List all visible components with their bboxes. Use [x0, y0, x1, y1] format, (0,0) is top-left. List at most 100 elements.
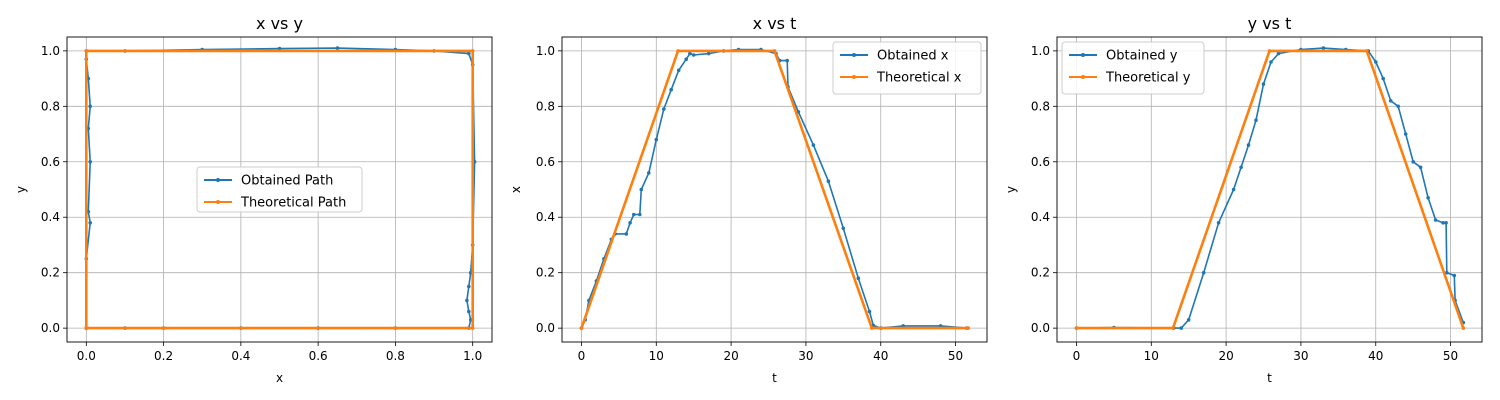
data-point [1461, 326, 1466, 330]
data-point [867, 309, 872, 314]
legend-marker [216, 178, 220, 182]
data-point [624, 232, 629, 236]
data-point [1396, 104, 1400, 109]
y-tick-label: 0.6 [41, 155, 60, 169]
data-point [654, 137, 659, 142]
data-point [335, 46, 340, 50]
data-point [1365, 49, 1369, 53]
data-point [1231, 187, 1236, 192]
y-tick-label: 0.4 [1031, 210, 1050, 224]
data-point [684, 57, 688, 61]
data-point [1388, 99, 1393, 103]
data-point [1074, 326, 1079, 330]
x-tick-label: 0.2 [154, 349, 173, 363]
x-tick-label: 20 [1218, 349, 1233, 363]
x-tick-label: 50 [948, 349, 963, 363]
data-point [1261, 82, 1266, 86]
x-tick-label: 0.4 [231, 349, 250, 363]
data-point [647, 171, 651, 175]
legend-label: Obtained Path [241, 174, 333, 189]
x-tick-label: 10 [649, 349, 664, 363]
y-tick-label: 0.0 [41, 321, 60, 335]
data-point [1171, 326, 1175, 330]
data-point [966, 326, 971, 330]
x-axis-label: t [1267, 371, 1272, 385]
legend: Obtained y Theoretical y [1061, 41, 1205, 95]
data-point [1445, 270, 1449, 275]
data-point [638, 212, 642, 217]
data-point [628, 221, 632, 225]
x-tick-label: 1.0 [463, 349, 482, 363]
data-point [669, 87, 673, 92]
y-tick-label: 0.4 [536, 210, 555, 224]
legend-label: Obtained x [877, 49, 949, 64]
data-point [1381, 76, 1385, 81]
y-axis-label: y [1004, 186, 1018, 193]
x-tick-label: 30 [798, 349, 813, 363]
data-point [277, 46, 282, 51]
legend-marker [1081, 75, 1085, 79]
data-point [662, 107, 666, 111]
legend: Obtained Path Theoretical Path [196, 166, 363, 213]
data-point [870, 326, 874, 330]
x-tick-label: 50 [1443, 349, 1458, 363]
y-tick-label: 0.8 [41, 99, 60, 113]
data-point [465, 298, 469, 303]
data-point [639, 187, 644, 192]
legend-marker [1081, 53, 1085, 57]
chart-panel-3: 0 10 20 30 40 50 0.0 0.2 0.4 0.6 0.8 1.0 y vs t t y Obt… [1004, 14, 1483, 385]
legend-box [1061, 41, 1205, 95]
data-point [1418, 165, 1423, 170]
legend: Obtained x Theoretical x [832, 41, 982, 95]
data-point [1444, 221, 1448, 225]
x-tick-label: 30 [1293, 349, 1308, 363]
x-tick-label: 10 [1144, 349, 1159, 363]
data-point [1433, 218, 1438, 222]
y-tick-label: 0.0 [1031, 321, 1050, 335]
data-point [1186, 318, 1191, 322]
y-tick-label: 1.0 [536, 44, 555, 58]
data-point [1254, 118, 1258, 122]
y-tick-label: 0.2 [536, 266, 555, 280]
chart-title: y vs t [1248, 14, 1292, 33]
y-tick-label: 0.6 [536, 155, 555, 169]
y-axis-label: y [14, 186, 28, 193]
y-tick-label: 1.0 [41, 44, 60, 58]
x-tick-label: 0.8 [386, 349, 405, 363]
legend-box [832, 41, 982, 95]
data-point [1269, 60, 1273, 64]
data-point [579, 326, 584, 330]
data-point [1276, 51, 1281, 56]
x-tick-label: 40 [1368, 349, 1383, 363]
data-point [1374, 60, 1378, 64]
axes-frame [66, 36, 493, 343]
y-axis-label: x [509, 186, 523, 193]
y-tick-label: 0.6 [1031, 155, 1050, 169]
data-point [1411, 160, 1415, 164]
data-point [1452, 273, 1457, 278]
data-point [632, 212, 636, 217]
legend-label: Theoretical x [876, 71, 962, 86]
data-point [785, 58, 789, 63]
x-tick-label: 40 [873, 349, 888, 363]
data-point [676, 49, 680, 53]
data-point [706, 51, 711, 56]
data-point [88, 104, 92, 109]
legend-box [196, 166, 363, 213]
y-tick-label: 0.2 [41, 266, 60, 280]
data-point [1201, 270, 1206, 275]
chart-panel-1: 0.0 0.2 0.4 0.6 0.8 1.0 0.0 0.2 0.4 0.6 0.8 1.0 x vs… [14, 14, 493, 385]
data-point [467, 51, 471, 56]
x-axis-label: t [772, 371, 777, 385]
data-point [88, 160, 92, 164]
x-tick-label: 0.0 [77, 349, 96, 363]
data-point [1267, 49, 1272, 53]
x-tick-label: 20 [723, 349, 738, 363]
axes-frame [1056, 36, 1483, 343]
y-tick-label: 0.2 [1031, 266, 1050, 280]
axes-frame [561, 36, 988, 343]
x-tick-label: 0.6 [309, 349, 328, 363]
data-point [1403, 132, 1408, 136]
data-point [1246, 143, 1251, 147]
